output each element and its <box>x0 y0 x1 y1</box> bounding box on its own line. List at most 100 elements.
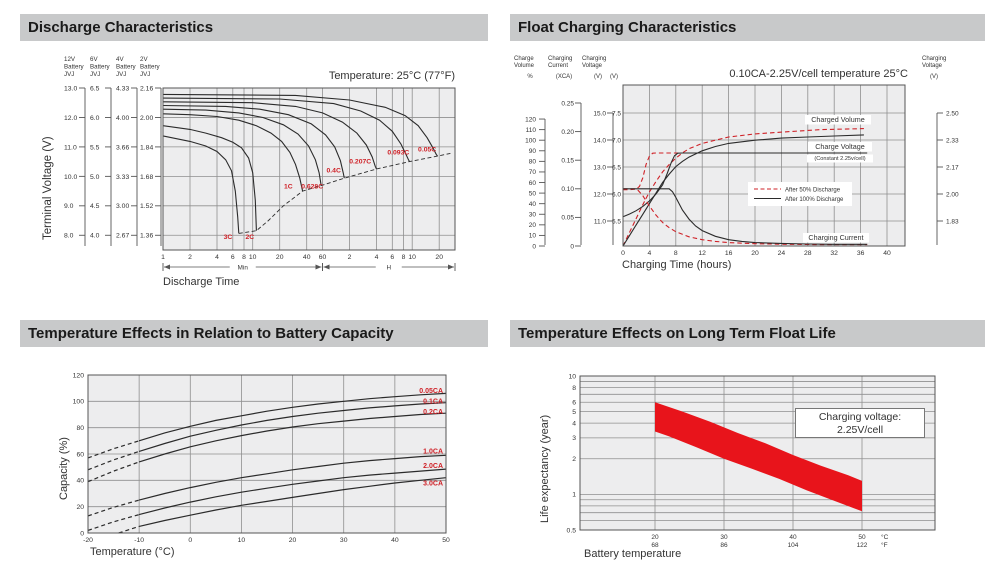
svg-text:0: 0 <box>80 530 84 537</box>
svg-text:6.5: 6.5 <box>612 164 621 171</box>
svg-text:Battery: Battery <box>140 64 161 71</box>
svg-text:1.36: 1.36 <box>140 233 153 240</box>
svg-text:68: 68 <box>651 542 659 549</box>
svg-text:0.093C: 0.093C <box>387 149 409 156</box>
svg-text:4: 4 <box>375 254 379 261</box>
svg-text:10: 10 <box>568 373 576 380</box>
capacity-temperature-title-bar: Temperature Effects in Relation to Batte… <box>20 320 488 347</box>
svg-text:16: 16 <box>725 250 733 257</box>
svg-text:7.5: 7.5 <box>612 110 621 117</box>
svg-text:2.00: 2.00 <box>946 191 959 198</box>
svg-text:12V: 12V <box>64 56 76 63</box>
svg-text:100: 100 <box>525 138 536 145</box>
svg-text:7.0: 7.0 <box>612 137 621 144</box>
svg-text:2V: 2V <box>140 56 148 63</box>
svg-text:80: 80 <box>76 425 84 432</box>
svg-text:80: 80 <box>529 159 537 166</box>
svg-text:2.17: 2.17 <box>946 164 959 171</box>
svg-text:2.00: 2.00 <box>140 115 153 122</box>
svg-text:0.10: 0.10 <box>561 186 574 193</box>
svg-text:30: 30 <box>340 537 348 544</box>
charging-voltage-annotation: Charging voltage: 2.25V/cell <box>795 408 925 438</box>
svg-text:4V: 4V <box>116 56 124 63</box>
svg-text:4.5: 4.5 <box>90 203 100 210</box>
svg-text:6.0: 6.0 <box>90 115 100 122</box>
svg-text:0.05: 0.05 <box>561 215 574 222</box>
svg-text:122: 122 <box>857 542 868 549</box>
svg-text:40: 40 <box>391 537 399 544</box>
svg-text:10: 10 <box>529 233 537 240</box>
svg-text:20: 20 <box>751 250 759 257</box>
discharge-y-axis-label: Terminal Voltage (V) <box>42 136 54 240</box>
discharge-x-axis-label: Discharge Time <box>163 276 240 288</box>
svg-text:0: 0 <box>532 243 536 250</box>
svg-text:(V): (V) <box>594 74 602 80</box>
svg-text:8: 8 <box>572 385 576 392</box>
svg-text:°F: °F <box>881 541 888 549</box>
svg-text:4: 4 <box>215 254 219 261</box>
svg-text:After 100% Discharge: After 100% Discharge <box>785 197 844 203</box>
svg-text:1.84: 1.84 <box>140 144 153 151</box>
svg-text:100: 100 <box>73 399 85 406</box>
svg-text:2.50: 2.50 <box>946 110 959 117</box>
svg-text:5.5: 5.5 <box>90 144 100 151</box>
svg-text:(Constant 2.25v/cell): (Constant 2.25v/cell) <box>814 156 865 162</box>
svg-text:6: 6 <box>231 254 235 261</box>
svg-text:H: H <box>386 264 391 271</box>
svg-text:11.0: 11.0 <box>64 144 77 151</box>
svg-text:20: 20 <box>435 254 443 261</box>
discharge-temperature-note: Temperature: 25°C (77°F) <box>328 70 455 82</box>
svg-text:90: 90 <box>529 148 537 155</box>
discharge-title: Discharge Characteristics <box>28 19 214 36</box>
svg-text:12.0: 12.0 <box>64 115 77 122</box>
svg-text:40: 40 <box>789 534 797 541</box>
capacity-temperature-title: Temperature Effects in Relation to Batte… <box>28 325 394 342</box>
svg-text:Charging Current: Charging Current <box>808 233 863 242</box>
svg-text:JVJ: JVJ <box>64 71 74 78</box>
svg-text:Battery: Battery <box>64 64 85 71</box>
svg-text:0.25: 0.25 <box>561 100 574 107</box>
svg-text:10: 10 <box>408 254 416 261</box>
float-charging-x-axis-label: Charging Time (hours) <box>622 259 732 271</box>
svg-text:60: 60 <box>76 451 84 458</box>
svg-text:4.0: 4.0 <box>90 233 100 240</box>
svg-text:11.0: 11.0 <box>594 218 607 225</box>
svg-text:9.0: 9.0 <box>64 203 74 210</box>
charging-voltage-annotation-line2: 2.25V/cell <box>836 424 884 436</box>
svg-text:Current: Current <box>548 63 568 69</box>
svg-text:70: 70 <box>529 169 537 176</box>
svg-text:8: 8 <box>402 254 406 261</box>
svg-text:Charged Volume: Charged Volume <box>811 115 865 124</box>
svg-text:1: 1 <box>161 254 165 261</box>
svg-text:Volume: Volume <box>514 63 535 69</box>
svg-text:0.15: 0.15 <box>561 158 574 165</box>
svg-text:2.16: 2.16 <box>140 85 153 92</box>
float-life-y-axis-label: Life expectancy (year) <box>539 414 551 523</box>
svg-text:0.4C: 0.4C <box>327 168 341 175</box>
svg-text:Min: Min <box>238 264 249 271</box>
svg-text:3.66: 3.66 <box>116 144 129 151</box>
svg-text:2C: 2C <box>246 234 255 241</box>
svg-text:2.33: 2.33 <box>946 137 959 144</box>
charging-voltage-annotation-line1: Charging voltage: <box>818 411 902 423</box>
svg-text:2.67: 2.67 <box>116 233 129 240</box>
svg-text:30: 30 <box>529 212 537 219</box>
svg-text:50: 50 <box>858 534 866 541</box>
svg-text:(XCA): (XCA) <box>556 74 572 80</box>
svg-text:Battery: Battery <box>116 64 137 71</box>
svg-text:After 50% Discharge: After 50% Discharge <box>785 188 841 194</box>
svg-text:0.628C: 0.628C <box>301 183 323 190</box>
svg-text:104: 104 <box>788 542 799 549</box>
svg-text:4: 4 <box>572 420 576 427</box>
svg-text:1.0CA: 1.0CA <box>423 449 443 456</box>
float-life-x-axis-label: Battery temperature <box>584 548 682 560</box>
svg-text:0.20: 0.20 <box>561 129 574 136</box>
svg-text:0.1CA: 0.1CA <box>423 399 443 406</box>
svg-text:-20: -20 <box>83 537 93 544</box>
svg-text:0.5: 0.5 <box>567 527 577 534</box>
svg-text:32: 32 <box>830 250 838 257</box>
svg-text:30: 30 <box>720 534 728 541</box>
svg-text:Charging: Charging <box>922 56 946 62</box>
